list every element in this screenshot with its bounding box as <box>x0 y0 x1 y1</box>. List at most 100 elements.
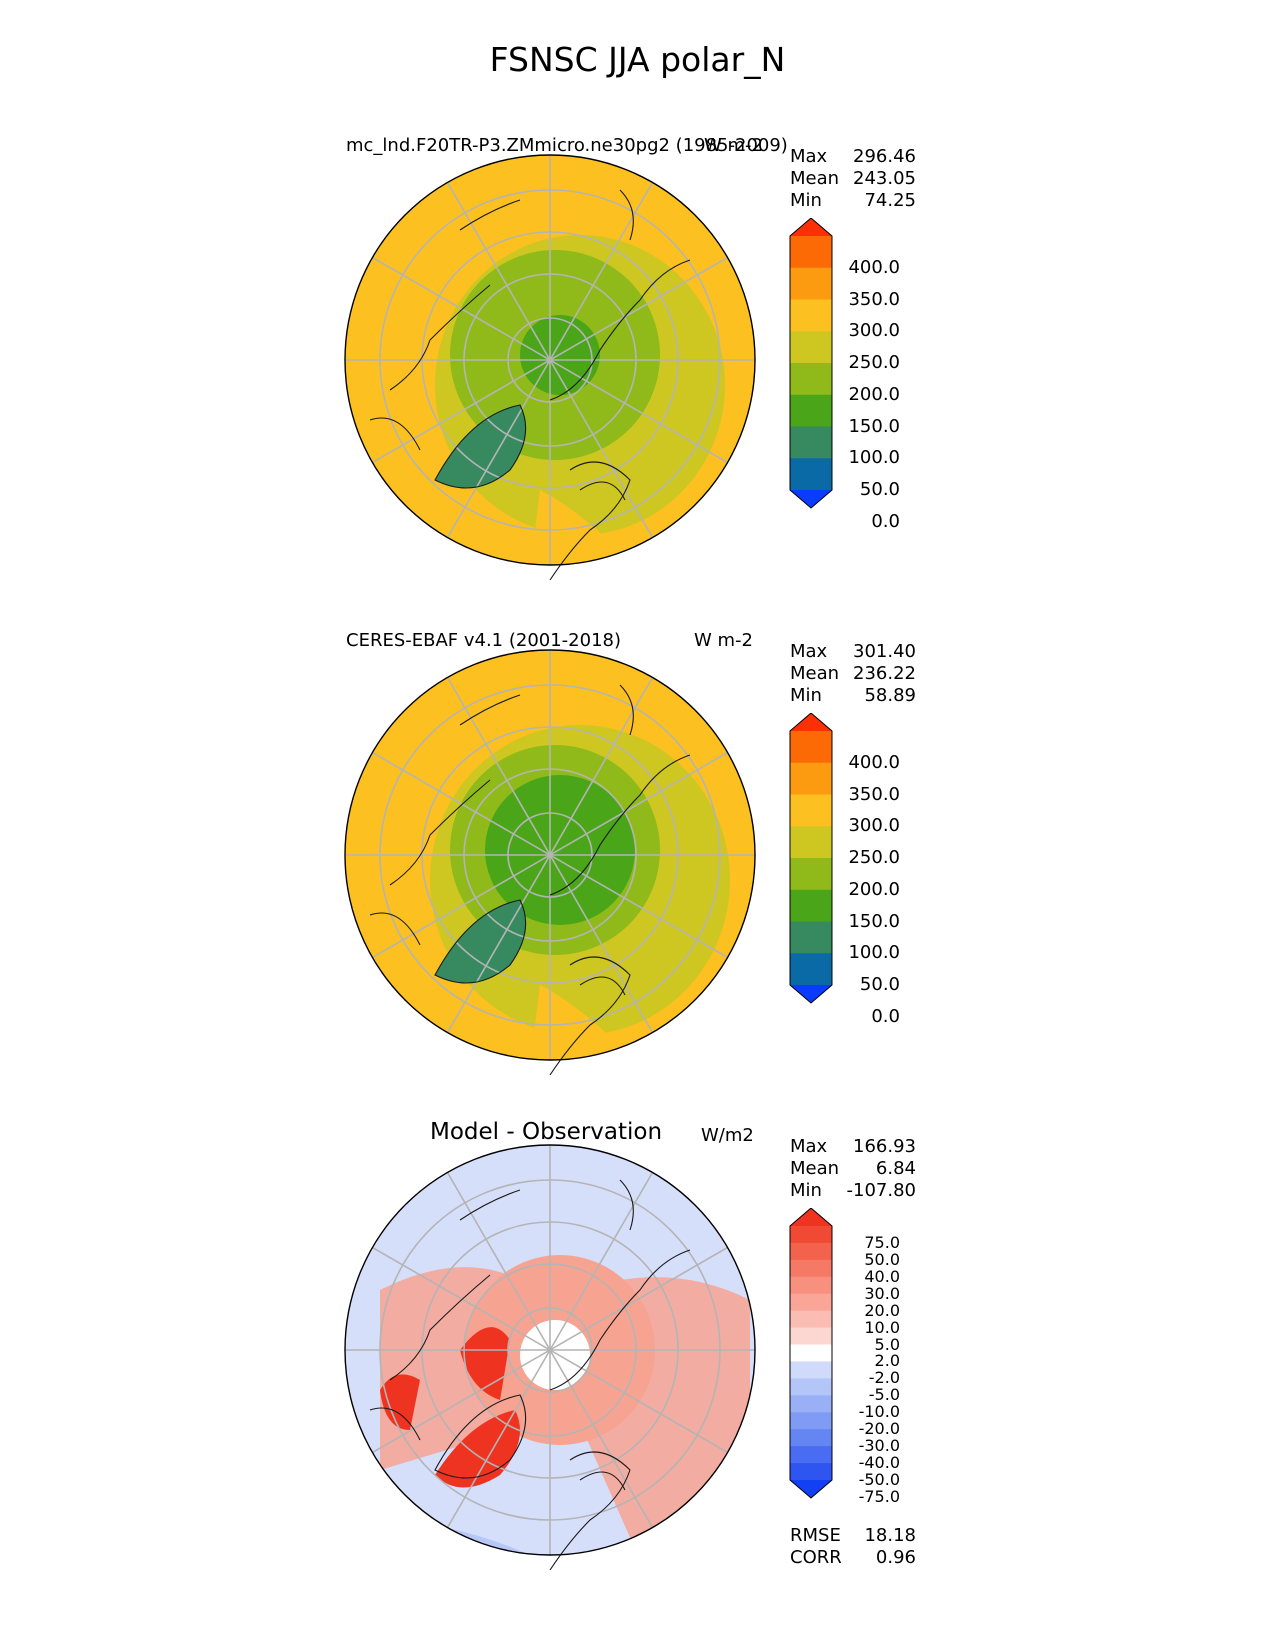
diff-hot-arctic <box>460 1327 510 1400</box>
greenland-coast <box>434 404 527 489</box>
colorbar-top-extend <box>790 1208 832 1226</box>
colorbar-tick-label: 50.0 <box>864 1249 900 1269</box>
panel-obs-stats: Max 301.40 Mean 236.22 Min 58.89 <box>790 641 916 707</box>
stat-label: CORR <box>790 1547 842 1568</box>
colorbar-segment <box>790 1226 832 1244</box>
colorbar-tick-label: 50.0 <box>859 974 900 995</box>
stat-label: Min <box>790 190 822 211</box>
panel-diff-rmse-corr: RMSE 18.18 CORR 0.96 <box>790 1525 916 1569</box>
colorbar-tick-label: 2.0 <box>874 1351 900 1371</box>
meridian-line <box>372 256 728 464</box>
colorbar-segment <box>790 1242 832 1261</box>
stat-label: Min <box>790 685 822 706</box>
stat-value: 0.96 <box>875 1547 916 1568</box>
colorbar-tick-label: -40.0 <box>858 1453 900 1473</box>
panel-model-stats: Max 296.46 Mean 243.05 Min 74.25 <box>790 146 916 212</box>
panel-diff-stats: Max 166.93 Mean 6.84 Min -107.80 <box>790 1136 916 1202</box>
stat-value: 6.84 <box>875 1158 916 1179</box>
colorbar-segment <box>790 762 832 795</box>
colorbar-segment <box>790 1310 832 1329</box>
colorbar-bottom-extend <box>790 490 832 508</box>
siberia-coast <box>549 754 691 896</box>
colorbar-segment <box>790 826 832 859</box>
colorbar-segment <box>790 953 832 986</box>
graticule <box>345 155 755 565</box>
colorbar-tick-label: 400.0 <box>848 751 900 773</box>
colorbar-tick-label: 350.0 <box>848 288 900 310</box>
colorbar-tick-label: -20.0 <box>858 1419 900 1439</box>
colorbar-segment <box>790 921 832 954</box>
colorbar-segment <box>790 794 832 827</box>
polar-map-obs <box>344 649 756 1075</box>
north-america-coast <box>369 1274 491 1441</box>
colorbar-outline <box>789 713 833 1004</box>
colorbar-segment <box>790 1344 832 1362</box>
colorbar-segment <box>790 331 832 364</box>
map-boundary <box>344 1144 756 1556</box>
siberia-coast <box>549 259 691 401</box>
stat-value: 296.46 <box>853 146 916 167</box>
colorbar-segment <box>790 1446 832 1464</box>
colorbar-top-extend <box>790 218 832 236</box>
stat-label: Max <box>790 1136 828 1157</box>
colorbar-tick-label: 300.0 <box>848 320 900 342</box>
pacific-coast <box>459 684 634 736</box>
colorbar-segment <box>790 1378 832 1396</box>
colorbar-tick-label: 50.0 <box>859 479 900 500</box>
polar-map-model <box>344 154 756 580</box>
colorbar-difference <box>789 1208 833 1499</box>
stat-value: 243.05 <box>853 168 916 189</box>
colorbar-tick-label: 10.0 <box>864 1317 900 1337</box>
colorbar-tick-label: 250.0 <box>848 352 900 373</box>
siberia-coast <box>549 1249 691 1391</box>
colorbar-tick-label: -10.0 <box>858 1402 900 1422</box>
colorbar-tick-label: 75.0 <box>864 1232 900 1252</box>
stat-value: 236.22 <box>853 663 916 684</box>
diff-hot-canada <box>380 1374 420 1430</box>
graticule <box>345 1145 755 1555</box>
stat-label: Max <box>790 641 828 662</box>
colorbar-tick-label: -5.0 <box>868 1385 900 1405</box>
colorbar-tick-label: 100.0 <box>848 447 900 469</box>
stat-label: Mean <box>790 663 840 684</box>
colorbar-segment <box>790 1327 832 1346</box>
colorbar-tick-label: 350.0 <box>848 783 900 805</box>
colorbar-segment <box>790 1412 832 1430</box>
stat-value: 74.25 <box>864 190 916 211</box>
colorbar-segment <box>790 458 832 491</box>
colorbar-obs <box>789 713 833 1004</box>
colorbar-bottom-extend <box>790 1480 832 1498</box>
pacific-coast <box>459 1179 634 1231</box>
stat-value: 58.89 <box>864 685 916 706</box>
panel-diff-units: W/m2 <box>701 1125 754 1146</box>
north-america-coast <box>369 779 491 946</box>
greenland <box>435 900 526 983</box>
europe-coast <box>549 956 631 1075</box>
stat-label: Min <box>790 1180 822 1201</box>
meridian-line <box>372 1246 728 1454</box>
panel-obs-units: W m-2 <box>694 630 754 651</box>
map-boundary <box>344 649 756 1061</box>
colorbar-tick-label: 150.0 <box>848 910 900 932</box>
colorbar-segment <box>790 394 832 427</box>
colorbar-tick-label: 40.0 <box>864 1266 900 1286</box>
colorbar-tick-label: 250.0 <box>848 847 900 868</box>
polar-map-difference <box>344 1144 756 1570</box>
stat-label: Max <box>790 146 828 167</box>
panel-obs-title: CERES-EBAF v4.1 (2001-2018) <box>346 630 622 651</box>
colorbar-segment <box>790 889 832 922</box>
stat-value: -107.80 <box>846 1180 916 1201</box>
colorbar-segment <box>790 1429 832 1447</box>
colorbar-tick-label: -50.0 <box>858 1470 900 1489</box>
colorbar-tick-label: 20.0 <box>864 1300 900 1320</box>
colorbar-outline <box>789 1208 833 1499</box>
colorbar-segment <box>790 731 832 764</box>
coastlines <box>369 189 691 580</box>
stat-label: Mean <box>790 1158 840 1179</box>
stat-label: Mean <box>790 168 840 189</box>
map-boundary <box>344 154 756 566</box>
colorbar-tick-label: -75.0 <box>858 1486 900 1506</box>
colorbar-tick-label: 5.0 <box>874 1334 900 1354</box>
colorbar-tick-label: 100.0 <box>848 942 900 964</box>
colorbar-segment <box>790 236 832 269</box>
